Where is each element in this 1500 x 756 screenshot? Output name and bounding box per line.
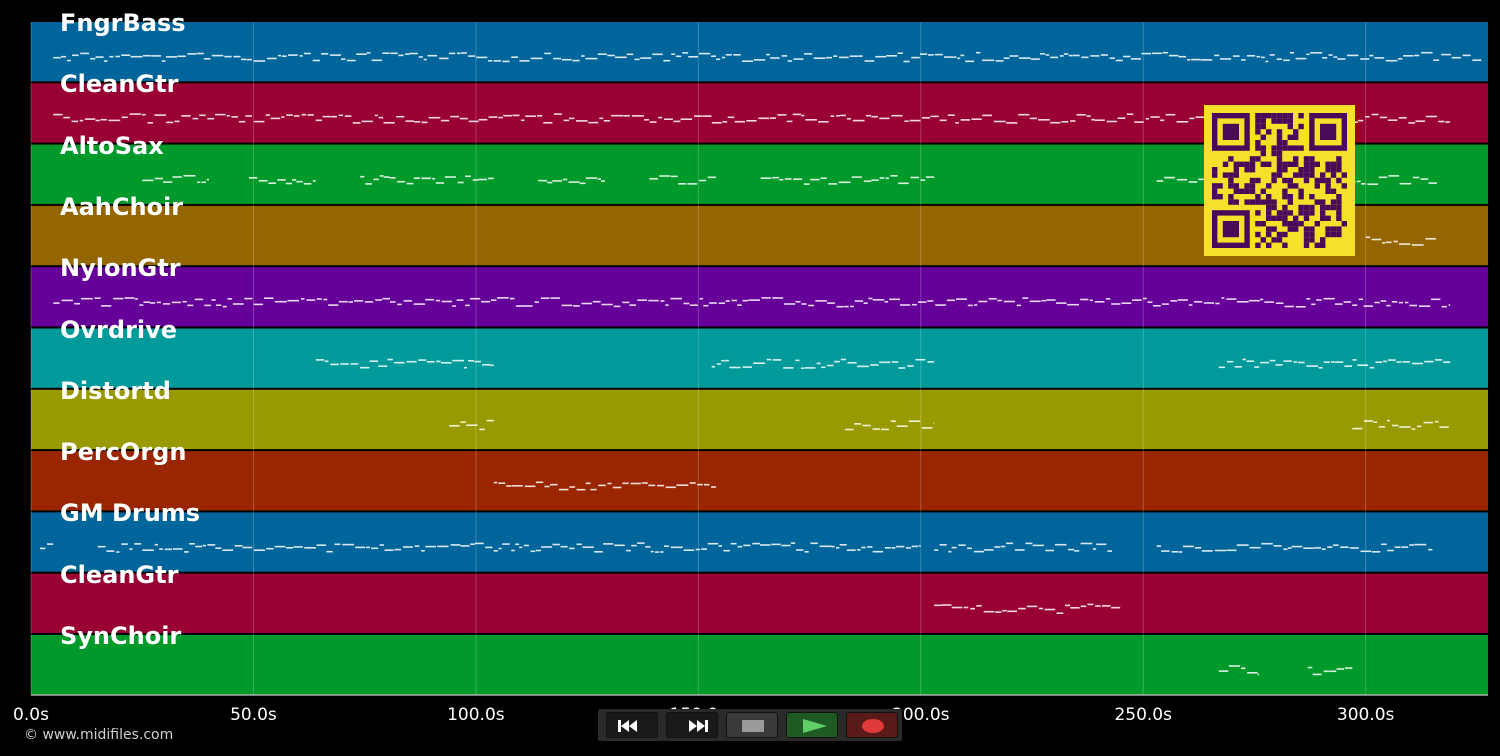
note-segment: [53, 113, 1451, 124]
rewind-icon: [618, 720, 637, 732]
track-lane-6: [31, 389, 1488, 450]
record-button[interactable]: [846, 712, 898, 738]
track-label: GM Drums: [60, 499, 201, 528]
note-segment: [53, 51, 1482, 63]
note-segment: [315, 358, 494, 369]
note-segment: [1352, 419, 1451, 430]
note-segment: [934, 542, 1112, 553]
track-label: AltoSax: [60, 131, 164, 160]
track-label: AahChoir: [60, 192, 184, 221]
time-tick-label: 300.0s: [1336, 705, 1395, 725]
time-tick-label: 250.0s: [1114, 705, 1172, 725]
note-segment: [249, 177, 316, 185]
fast-forward-icon: [689, 720, 708, 732]
track-label: Distortd: [60, 376, 171, 405]
track-lane-9: [31, 573, 1488, 633]
note-segment: [360, 175, 494, 185]
stop-button[interactable]: [726, 712, 778, 738]
note-segment: [711, 358, 935, 369]
track-lane-8: [31, 512, 1488, 572]
track-lane-10: [31, 635, 1488, 695]
track-lane-7: [31, 451, 1488, 511]
qr-icon: [1204, 105, 1355, 256]
track-label: PercOrgn: [60, 438, 187, 467]
play-button[interactable]: [786, 712, 838, 738]
note-segment: [1307, 666, 1353, 676]
time-tick-label: 200.0s: [892, 705, 950, 725]
track-label: NylonGtr: [60, 254, 181, 283]
note-segment: [1218, 665, 1259, 676]
note-segment: [449, 419, 494, 431]
track-lane-4: [31, 267, 1488, 327]
time-tick-label: 0.0s: [13, 705, 49, 725]
note-segment: [493, 542, 921, 553]
record-icon: [862, 719, 884, 733]
track-label: Ovrdrive: [60, 315, 178, 344]
note-segment: [53, 297, 1451, 308]
note-segment: [493, 481, 717, 491]
stop-icon: [742, 720, 764, 732]
note-segment: [1218, 358, 1451, 369]
qr-code[interactable]: [1204, 105, 1355, 256]
transport-controls: [598, 709, 902, 741]
track-label: SynChoir: [60, 622, 182, 650]
note-segment: [934, 603, 1121, 614]
copyright-credit: © www.midifiles.com: [24, 727, 174, 743]
track-label: CleanGtr: [60, 560, 179, 589]
note-segment: [649, 175, 717, 185]
note-segment: [1156, 542, 1433, 553]
time-tick-label: 50.0s: [230, 705, 277, 725]
rewind-button[interactable]: [606, 712, 658, 738]
note-segment: [39, 543, 54, 550]
time-tick-label: 100.0s: [447, 705, 505, 725]
track-label: CleanGtr: [60, 70, 179, 99]
play-icon: [803, 719, 827, 733]
fast-forward-button[interactable]: [666, 712, 718, 738]
note-segment: [538, 177, 605, 185]
note-segment: [845, 420, 935, 431]
note-segment: [1365, 236, 1437, 246]
note-segment: [760, 175, 935, 185]
track-lane-5: [31, 328, 1488, 388]
track-label: FngrBass: [60, 9, 186, 37]
note-segment: [142, 175, 209, 184]
track-lane-0: [31, 22, 1488, 82]
note-segment: [97, 542, 493, 553]
